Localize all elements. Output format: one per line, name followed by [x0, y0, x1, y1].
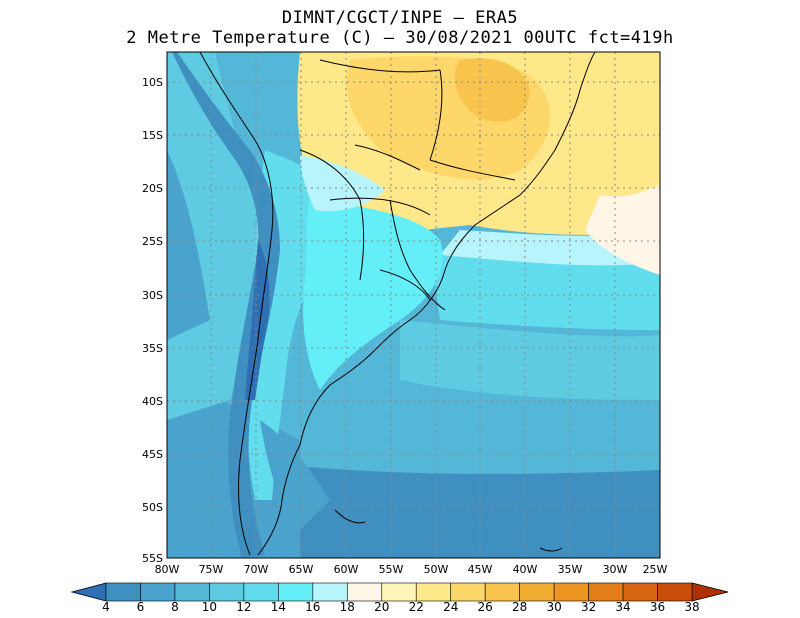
- colorbar-label: 24: [443, 600, 458, 614]
- south-georgia: [539, 547, 563, 552]
- colorbar-over-arrow: [691, 582, 729, 602]
- lat-label: 55S: [142, 552, 163, 565]
- border-1: [299, 149, 365, 281]
- colorbar-label: 12: [236, 600, 251, 614]
- colorbar-label: 32: [581, 600, 596, 614]
- colorbar-label: 10: [202, 600, 217, 614]
- lon-label: 70W: [244, 563, 269, 576]
- map-title-line-2: 2 Metre Temperature (C) – 30/08/2021 00U…: [126, 28, 674, 48]
- colorbar: 4 6 8 10 12 14 16 18 20 22 24 26 28 30 32 34 36 38: [70, 582, 729, 614]
- border-7: [429, 159, 516, 181]
- colorbar-box: [484, 582, 520, 602]
- graticule: [167, 52, 660, 558]
- lon-label: 45W: [468, 563, 493, 576]
- lon-label: 55W: [379, 563, 404, 576]
- andes-coldest-core: [245, 240, 270, 400]
- border-8: [354, 144, 421, 171]
- colorbar-label: 20: [374, 600, 389, 614]
- colorbar-label: 22: [409, 600, 424, 614]
- colorbar-label: 26: [478, 600, 493, 614]
- colorbar-box: [243, 582, 279, 602]
- atlantic-mild-zone: [585, 185, 660, 275]
- lat-label: 45S: [142, 448, 163, 461]
- map-frame: [166, 51, 661, 559]
- colorbar-box: [278, 582, 314, 602]
- lon-label: 60W: [334, 563, 359, 576]
- andes-cold-strip: [172, 52, 280, 558]
- colorbar-box: [588, 582, 624, 602]
- colorbar-box: [312, 582, 348, 602]
- colorbar-label: 38: [684, 600, 699, 614]
- atlantic-band-2: [400, 320, 660, 400]
- colorbar-label: 16: [305, 600, 320, 614]
- lat-label: 10S: [142, 76, 163, 89]
- lat-label: 30S: [142, 289, 163, 302]
- colorbar-label: 30: [546, 600, 561, 614]
- colorbar-box: [657, 582, 693, 602]
- colorbar-box: [140, 582, 176, 602]
- colorbar-box: [519, 582, 555, 602]
- chaco-zone: [300, 155, 385, 212]
- lon-label: 75W: [199, 563, 224, 576]
- lon-label: 25W: [643, 563, 668, 576]
- colorbar-label: 14: [271, 600, 286, 614]
- lon-label: 65W: [289, 563, 314, 576]
- pacific-coastline: [199, 52, 274, 556]
- lat-label: 15S: [142, 129, 163, 142]
- colorbar-box: [346, 582, 383, 602]
- lat-label: 35S: [142, 342, 163, 355]
- border-6: [429, 69, 443, 161]
- patagonia-zone: [260, 420, 330, 530]
- border-2: [329, 197, 431, 216]
- lat-label: 40S: [142, 395, 163, 408]
- lat-label: 20S: [142, 182, 163, 195]
- lon-label: 40W: [513, 563, 538, 576]
- colorbar-label: 34: [615, 600, 630, 614]
- border-4: [379, 269, 431, 301]
- colorbar-label: 8: [171, 600, 179, 614]
- lat-label: 25S: [142, 235, 163, 248]
- lon-label: 35W: [558, 563, 583, 576]
- border-5: [319, 59, 441, 73]
- atlantic-band-1: [430, 250, 660, 330]
- colorbar-label: 36: [650, 600, 665, 614]
- colorbar-label: 4: [102, 600, 110, 614]
- colorbar-label: 18: [340, 600, 355, 614]
- lon-label: 30W: [603, 563, 628, 576]
- colorbar-label: 28: [512, 600, 527, 614]
- coastlines: [199, 52, 596, 556]
- longitude-labels: 80W 75W 70W 65W 60W 55W 50W 45W 40W 35W …: [155, 563, 668, 576]
- colorbar-box: [209, 582, 245, 602]
- colorbar-under-arrow: [70, 582, 107, 602]
- colorbar-box: [174, 582, 210, 602]
- colorbar-box: [415, 582, 452, 602]
- colorbar-box: [450, 582, 486, 602]
- falklands: [334, 509, 366, 524]
- pacific-west-zone: [167, 150, 210, 340]
- colorbar-box: [381, 582, 417, 602]
- temperature-field: [167, 52, 660, 558]
- colorbar-label: 6: [137, 600, 145, 614]
- colorbar-box: [553, 582, 589, 602]
- colorbar-box: [105, 582, 141, 602]
- lon-label: 50W: [424, 563, 449, 576]
- hot-core: [455, 58, 530, 122]
- lat-label: 50S: [142, 501, 163, 514]
- colorbar-box: [622, 582, 658, 602]
- latitude-labels: 10S 15S 20S 25S 30S 35S 40S 45S 50S 55S: [142, 76, 163, 565]
- lon-label: 80W: [155, 563, 180, 576]
- border-3: [389, 199, 446, 311]
- map-title-line-1: DIMNT/CGCT/INPE – ERA5: [281, 8, 519, 28]
